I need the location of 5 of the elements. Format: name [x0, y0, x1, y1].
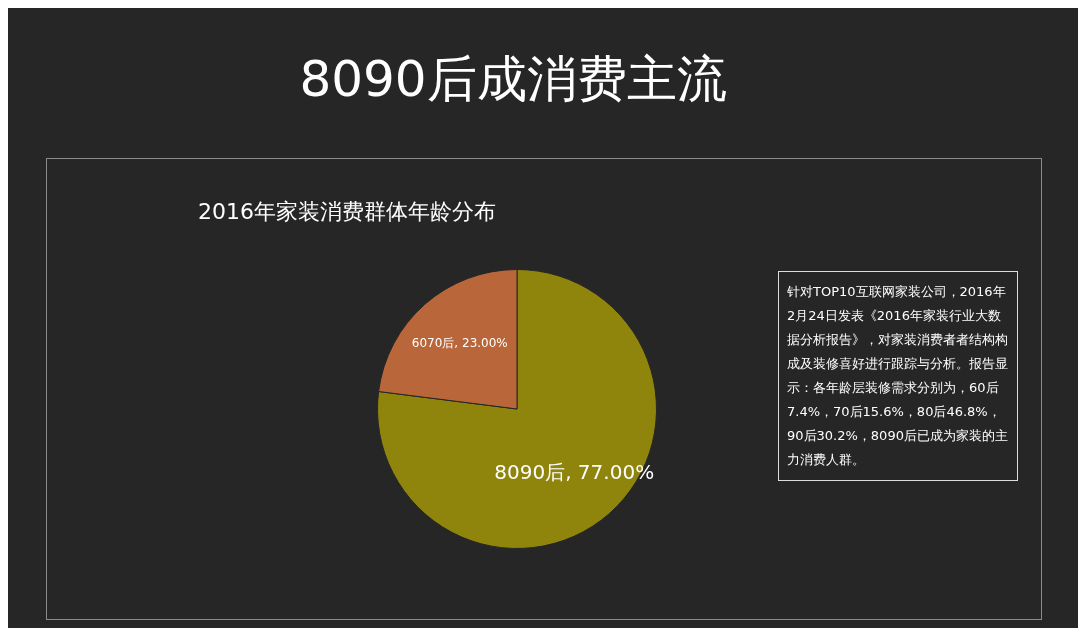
slice-label: 8090后, 77.00%: [494, 460, 655, 485]
slice-label: 6070后, 23.00%: [411, 336, 508, 351]
text: 针对TOP10互联网家装公司，2016年2月24日发表《2016年家装行业大数据分析报告》，对家装消费者者结构构成及装修喜好进行跟踪与分析。报告显示：各年龄层装修需求分别为，60后7.4%，70后15.6%，80后46.8%，90后30.2%，8090后已成为家装的主力消费人群。: [778, 271, 1018, 481]
chart-subtitle: 2016年家装消费群体年龄分布: [197, 198, 497, 226]
chart-title: 8090后成消费主流: [298, 49, 728, 110]
